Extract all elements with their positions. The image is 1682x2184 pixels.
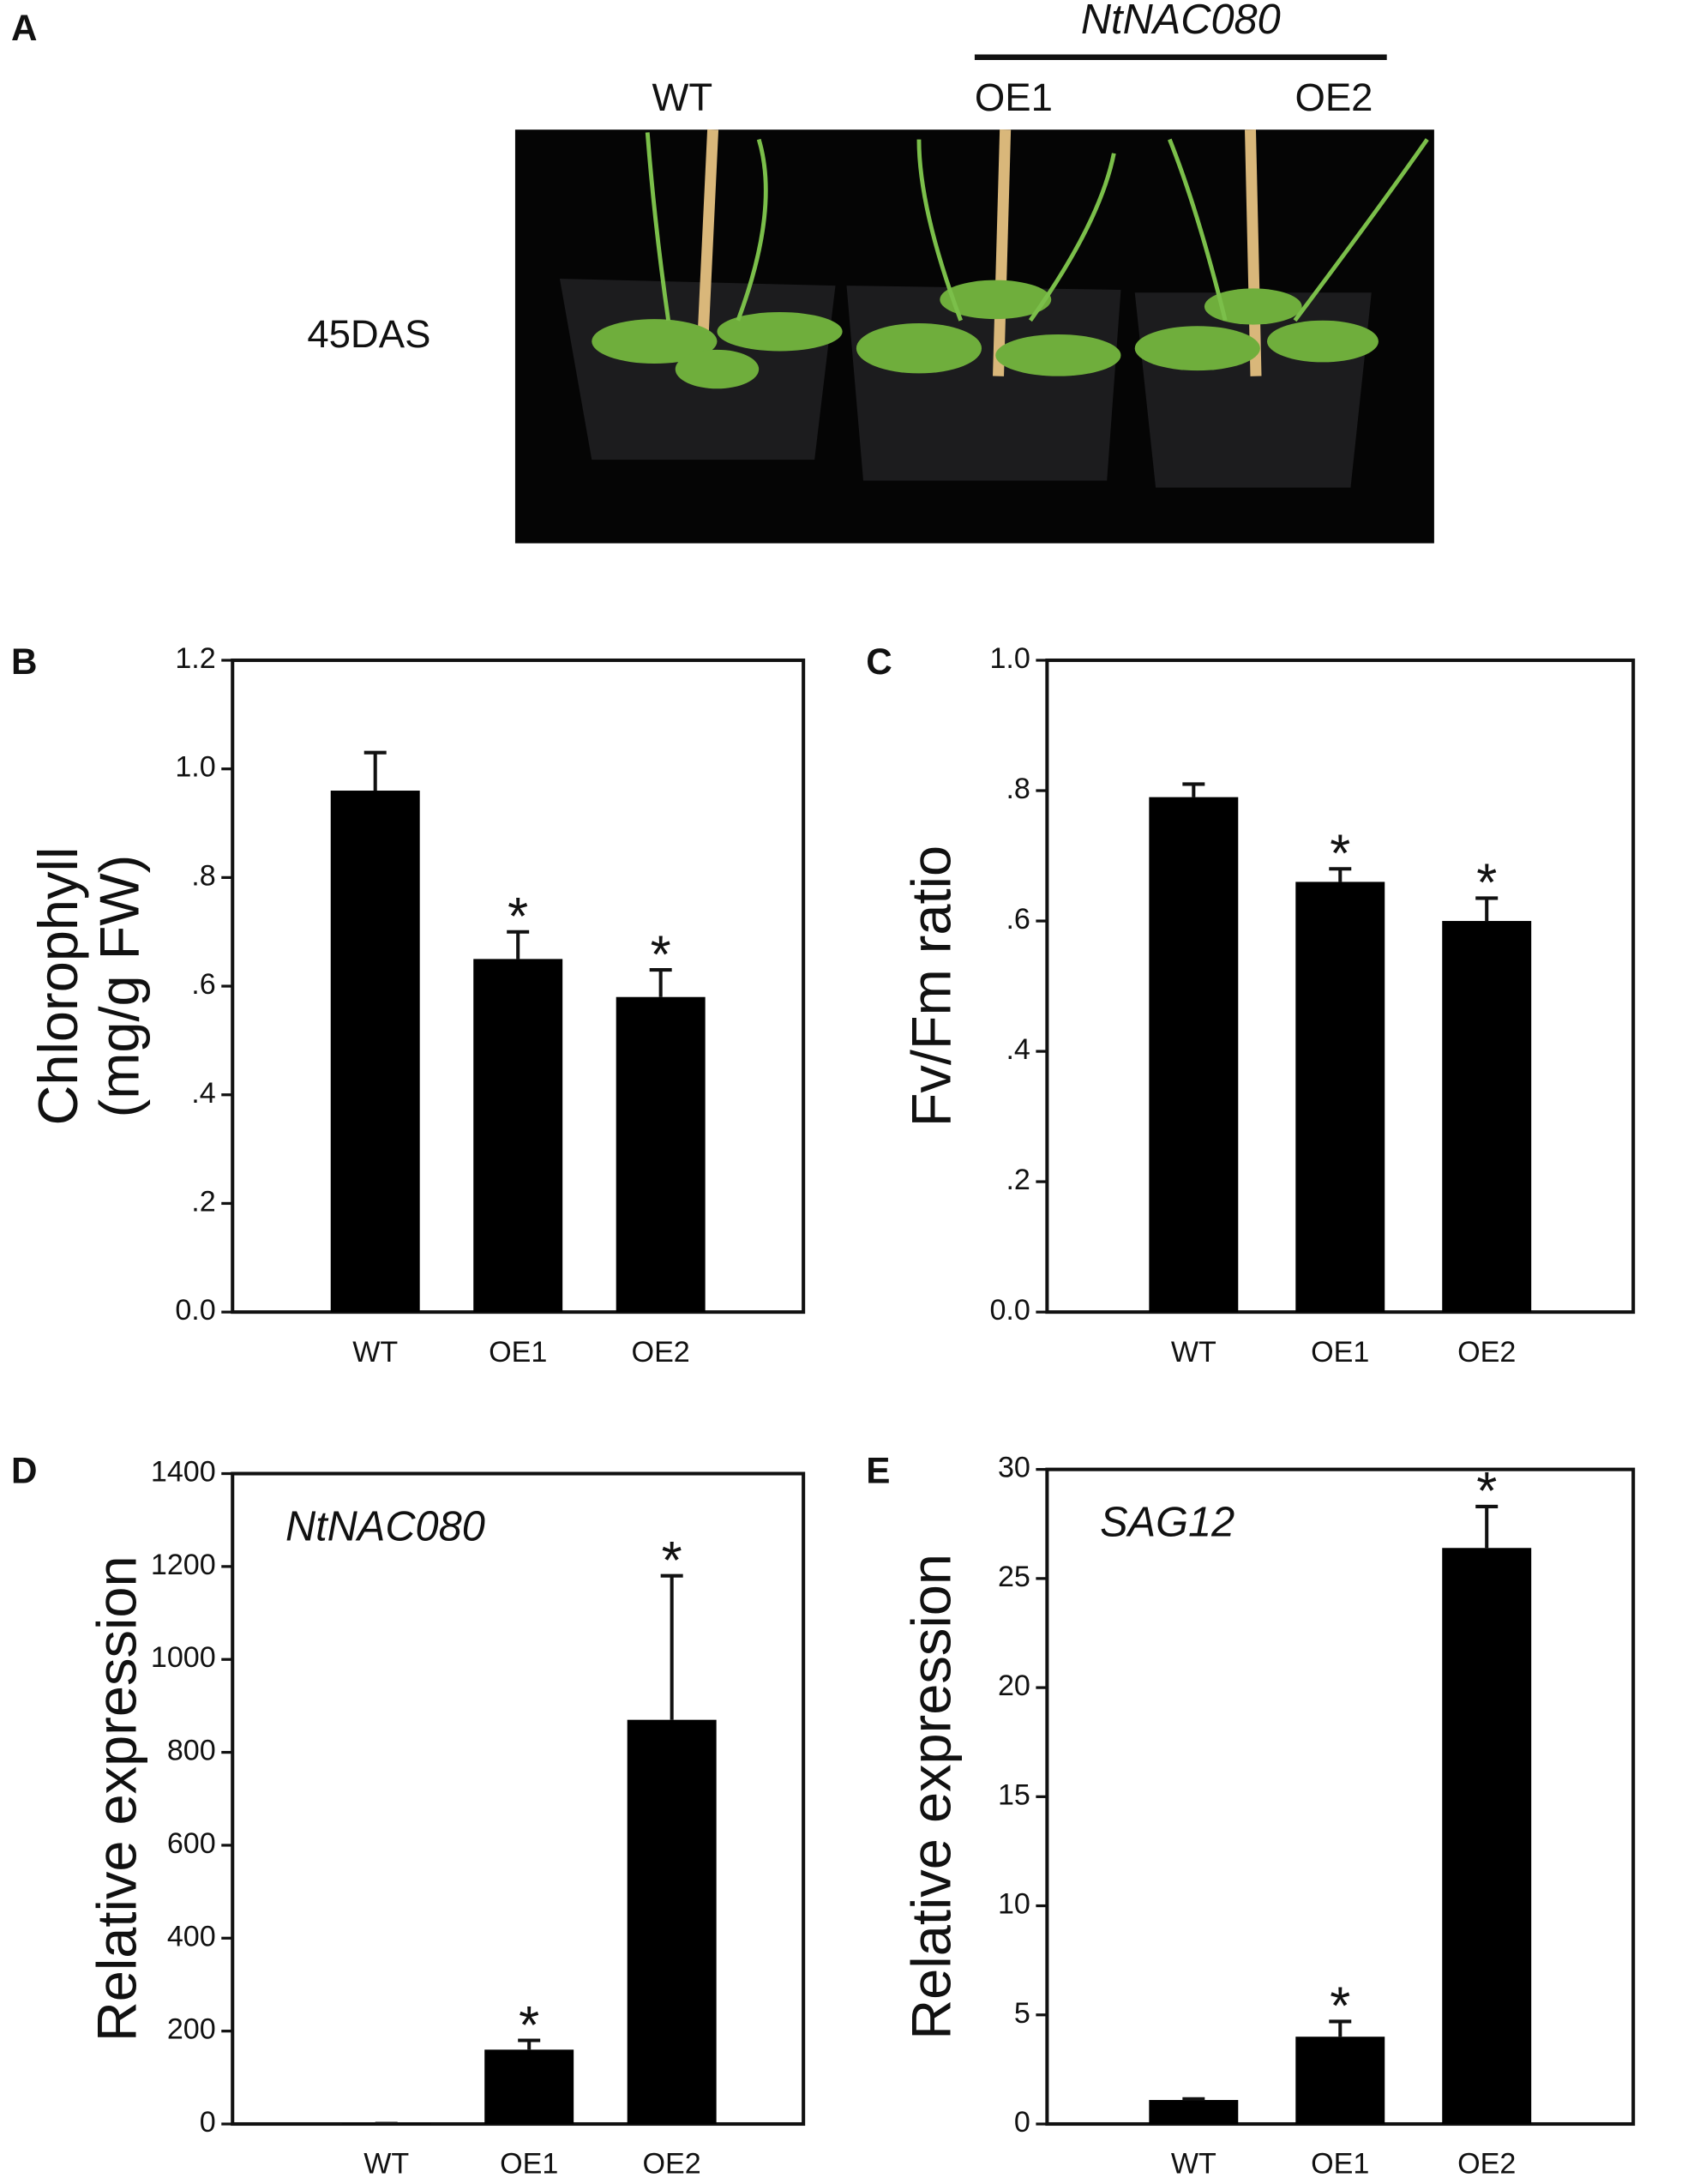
panel-letter: B: [11, 641, 38, 682]
y-tick-label: 0: [200, 2106, 216, 2139]
y-tick-label: 30: [998, 1452, 1030, 1484]
bar: [616, 996, 706, 1313]
y-tick-label: .8: [1006, 773, 1030, 805]
plot-frame: [1045, 658, 1636, 1315]
significance-marker: *: [662, 1531, 682, 1591]
bar: [330, 791, 420, 1313]
x-tick-label: OE1: [489, 1336, 547, 1369]
y-tick-label: 400: [167, 1920, 216, 1952]
y-tick-label: 5: [1014, 1997, 1030, 2030]
y-tick-label: 10: [998, 1888, 1030, 1921]
x-tick-label: WT: [1171, 2148, 1216, 2181]
y-tick-label: 1.0: [989, 642, 1030, 675]
group-label: NtNAC080: [1081, 0, 1281, 43]
bar: [484, 2049, 574, 2125]
panel-letter: A: [11, 8, 38, 48]
y-axis-label: Chlorophyll: [27, 847, 89, 1126]
significance-marker: *: [1330, 1977, 1350, 2037]
y-tick-label: .4: [1006, 1033, 1030, 1066]
x-tick-label: WT: [363, 2148, 409, 2181]
y-tick-label: .4: [191, 1077, 215, 1110]
photo-label: WT: [652, 75, 712, 119]
x-tick-label: OE1: [500, 2148, 558, 2181]
y-tick-label: 800: [167, 1735, 216, 1767]
y-axis-label: (mg/g FW): [88, 855, 151, 1118]
photo: [514, 129, 1434, 544]
panel-letter: C: [866, 641, 892, 682]
bar: [1295, 881, 1385, 1313]
significance-marker: *: [1330, 825, 1350, 884]
row-label: 45DAS: [307, 312, 430, 356]
photo-label: OE1: [975, 75, 1053, 119]
x-tick-label: OE2: [643, 2148, 701, 2181]
y-tick-label: 1000: [151, 1641, 216, 1674]
y-tick-label: 1400: [151, 1456, 216, 1489]
significance-marker: *: [508, 887, 528, 947]
y-tick-label: 1200: [151, 1549, 216, 1581]
annotation: SAG12: [1100, 1499, 1234, 1545]
y-tick-label: 1.0: [175, 751, 215, 784]
y-tick-label: .2: [1006, 1164, 1030, 1196]
x-tick-label: OE1: [1311, 2148, 1369, 2181]
significance-marker: *: [1476, 854, 1497, 913]
y-axis-label: Relative expression: [85, 1555, 147, 2042]
bar: [1442, 1548, 1532, 2125]
annotation: NtNAC080: [285, 1503, 485, 1549]
bar: [1149, 2100, 1239, 2125]
y-tick-label: .6: [191, 968, 215, 1001]
x-tick-label: OE2: [632, 1336, 690, 1369]
bar: [627, 1719, 717, 2125]
y-tick-label: 600: [167, 1827, 216, 1860]
y-tick-label: 0: [1014, 2106, 1030, 2139]
y-axis-label: Fv/Fm ratio: [900, 845, 963, 1127]
x-tick-label: OE1: [1311, 1336, 1369, 1369]
y-tick-label: .2: [191, 1185, 215, 1218]
significance-marker: *: [519, 1996, 539, 2055]
significance-marker: *: [1476, 1462, 1497, 1521]
bar: [1442, 921, 1532, 1313]
bar: [1149, 797, 1239, 1313]
significance-marker: *: [651, 925, 671, 984]
x-tick-label: WT: [352, 1336, 398, 1369]
panel-letter: E: [866, 1451, 890, 1491]
bar: [1295, 2037, 1385, 2125]
y-tick-label: 25: [998, 1561, 1030, 1593]
y-axis-label: Relative expression: [900, 1554, 963, 2040]
y-tick-label: 0.0: [989, 1294, 1030, 1327]
y-tick-label: 0.0: [175, 1294, 215, 1327]
y-tick-label: 20: [998, 1670, 1030, 1702]
y-tick-label: .6: [1006, 903, 1030, 936]
bar: [473, 959, 563, 1313]
panel-letter: D: [11, 1451, 38, 1491]
y-tick-label: 1.2: [175, 642, 215, 675]
photo-label: OE2: [1295, 75, 1373, 119]
x-tick-label: OE2: [1457, 1336, 1516, 1369]
y-tick-label: 200: [167, 2013, 216, 2046]
x-tick-label: WT: [1171, 1336, 1216, 1369]
y-tick-label: 15: [998, 1778, 1030, 1811]
x-tick-label: OE2: [1457, 2148, 1516, 2181]
y-tick-label: .8: [191, 859, 215, 892]
